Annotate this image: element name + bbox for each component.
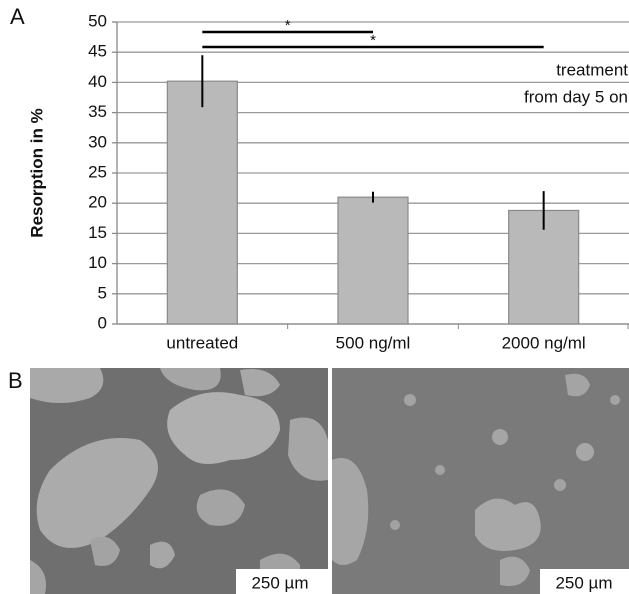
y-tick-label: 5 [98,283,107,302]
significance-label: * [285,17,291,34]
y-tick-label: 25 [88,162,107,181]
panel-label: A [10,4,25,29]
y-axis-label: Resorption in % [27,108,46,237]
y-tick-label: 40 [88,72,107,91]
y-tick-label: 0 [98,313,107,332]
bar [166,80,238,325]
x-tick-label: untreated [166,333,238,352]
panel-label: B [8,368,23,393]
y-tick-label: 20 [88,193,107,212]
significance-label: * [370,32,376,49]
y-tick-label: 30 [88,132,107,151]
micrograph-right [332,368,629,594]
y-tick-label: 50 [88,11,107,30]
y-tick-label: 45 [88,42,107,61]
annotation: from day 5 on [524,87,628,106]
bar [337,196,409,325]
y-tick-label: 10 [88,253,107,272]
annotation: treatment [556,60,628,79]
micrograph-left [30,368,328,594]
scale-bar-label: 250 µm [555,573,612,592]
y-tick-label: 15 [88,223,107,242]
x-tick-label: 2000 ng/ml [502,333,586,352]
y-tick-label: 35 [88,102,107,121]
scale-bar-label: 250 µm [251,573,308,592]
x-tick-label: 500 ng/ml [336,333,411,352]
